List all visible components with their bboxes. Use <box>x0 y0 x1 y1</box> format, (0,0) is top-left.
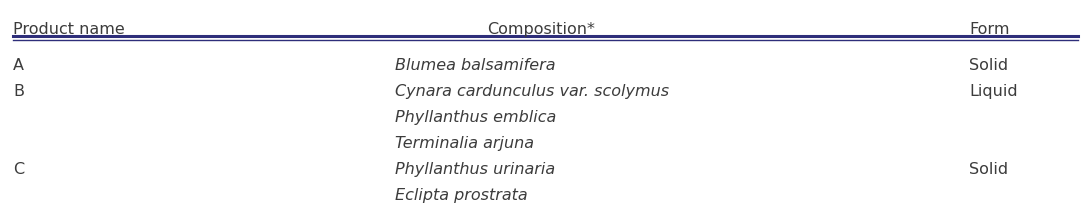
Text: Solid: Solid <box>969 58 1008 73</box>
Text: Cynara cardunculus var. scolymus: Cynara cardunculus var. scolymus <box>395 84 669 99</box>
Text: Eclipta prostrata: Eclipta prostrata <box>395 188 527 203</box>
Text: Liquid: Liquid <box>969 84 1018 99</box>
Text: Product name: Product name <box>13 22 125 37</box>
Text: Terminalia arjuna: Terminalia arjuna <box>395 136 534 151</box>
Text: Phyllanthus urinaria: Phyllanthus urinaria <box>395 162 556 177</box>
Text: A: A <box>13 58 24 73</box>
Text: C: C <box>13 162 24 177</box>
Text: Solid: Solid <box>969 162 1008 177</box>
Text: Form: Form <box>969 22 1009 37</box>
Text: Composition*: Composition* <box>487 22 596 37</box>
Text: B: B <box>13 84 24 99</box>
Text: Blumea balsamifera: Blumea balsamifera <box>395 58 556 73</box>
Text: Phyllanthus emblica: Phyllanthus emblica <box>395 110 557 125</box>
